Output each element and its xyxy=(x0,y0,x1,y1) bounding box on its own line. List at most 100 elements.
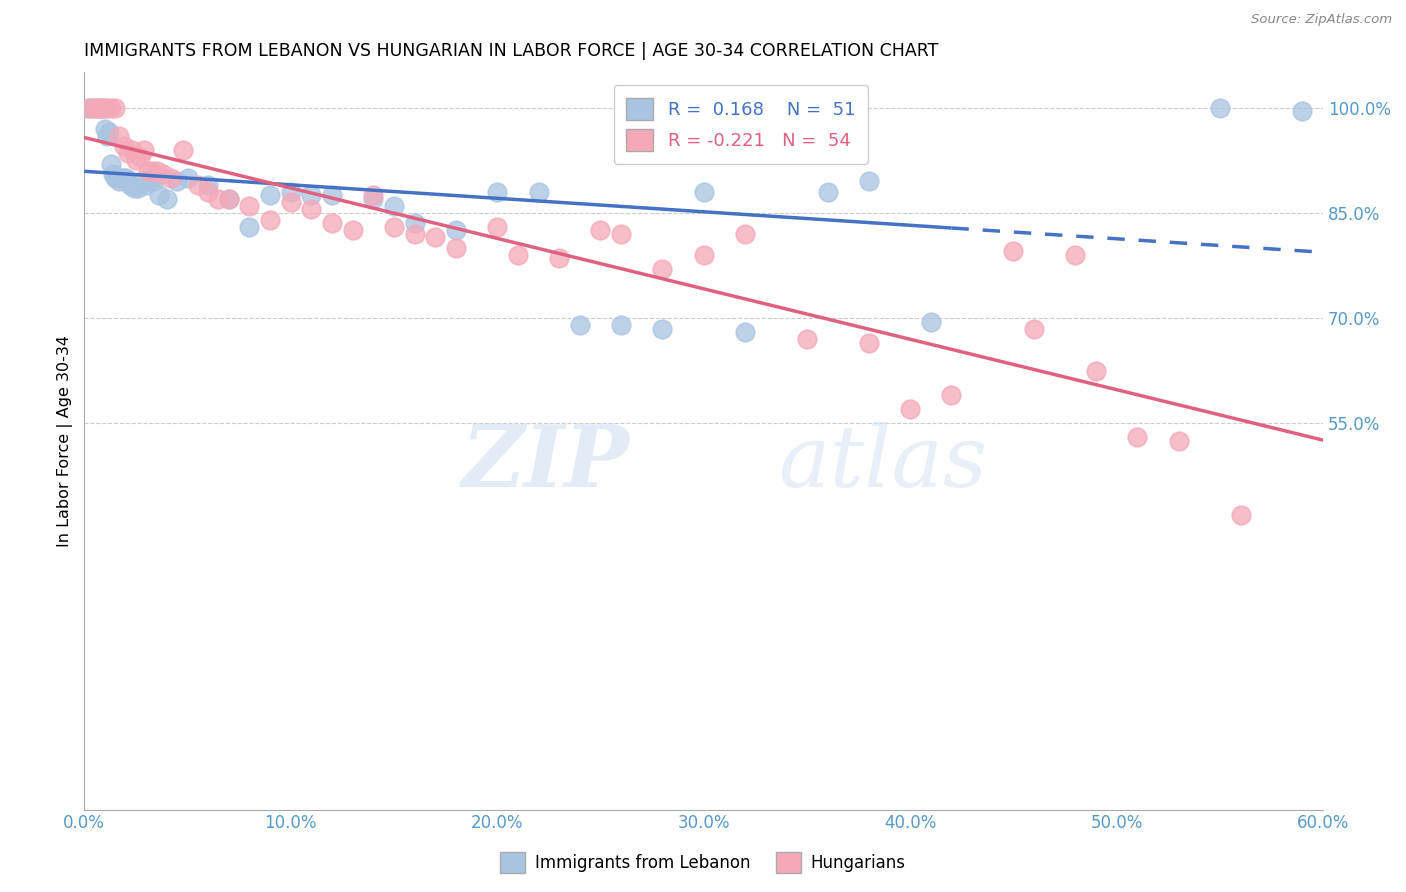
Text: ZIP: ZIP xyxy=(461,421,630,505)
Text: Source: ZipAtlas.com: Source: ZipAtlas.com xyxy=(1251,13,1392,27)
Point xyxy=(404,216,426,230)
Point xyxy=(100,157,122,171)
Point xyxy=(734,227,756,241)
Point xyxy=(1229,508,1251,522)
Point xyxy=(143,174,166,188)
Point xyxy=(506,248,529,262)
Point xyxy=(651,262,673,277)
Point xyxy=(103,167,125,181)
Point xyxy=(444,241,467,255)
Point xyxy=(858,174,880,188)
Text: atlas: atlas xyxy=(778,422,987,505)
Point xyxy=(444,223,467,237)
Point xyxy=(139,174,162,188)
Point xyxy=(486,219,509,234)
Point xyxy=(86,101,108,115)
Point xyxy=(94,121,117,136)
Point xyxy=(145,163,167,178)
Point xyxy=(83,101,105,115)
Legend: R =  0.168    N =  51, R = -0.221   N =  54: R = 0.168 N = 51, R = -0.221 N = 54 xyxy=(613,85,868,163)
Point xyxy=(610,318,633,333)
Point xyxy=(1209,101,1232,115)
Point xyxy=(218,192,240,206)
Point xyxy=(100,101,122,115)
Point xyxy=(131,174,153,188)
Point xyxy=(114,170,136,185)
Point xyxy=(363,188,385,202)
Point xyxy=(118,178,141,192)
Point xyxy=(321,188,343,202)
Point xyxy=(122,181,145,195)
Point xyxy=(1291,103,1313,118)
Point xyxy=(127,181,149,195)
Point xyxy=(238,199,260,213)
Point xyxy=(141,163,163,178)
Point xyxy=(91,101,114,115)
Point xyxy=(218,192,240,206)
Point xyxy=(259,188,281,202)
Point xyxy=(382,199,405,213)
Point xyxy=(941,388,963,402)
Point xyxy=(425,230,447,244)
Point xyxy=(796,332,818,346)
Point xyxy=(1126,430,1149,444)
Point xyxy=(693,185,716,199)
Point xyxy=(121,143,143,157)
Point xyxy=(87,101,110,115)
Legend: Immigrants from Lebanon, Hungarians: Immigrants from Lebanon, Hungarians xyxy=(494,846,912,880)
Point xyxy=(858,335,880,350)
Point xyxy=(172,143,194,157)
Point xyxy=(817,185,839,199)
Point xyxy=(135,178,157,192)
Y-axis label: In Labor Force | Age 30-34: In Labor Force | Age 30-34 xyxy=(58,335,73,547)
Point xyxy=(1167,434,1189,448)
Point xyxy=(568,318,591,333)
Point xyxy=(108,128,131,143)
Point xyxy=(693,248,716,262)
Point xyxy=(105,170,128,185)
Point xyxy=(104,170,127,185)
Point xyxy=(166,174,188,188)
Point xyxy=(920,315,942,329)
Point xyxy=(104,101,127,115)
Point xyxy=(96,128,118,143)
Point xyxy=(108,174,131,188)
Point xyxy=(342,223,364,237)
Point xyxy=(610,227,633,241)
Point xyxy=(148,188,170,202)
Point xyxy=(321,216,343,230)
Point xyxy=(197,185,219,199)
Point xyxy=(187,178,209,192)
Point xyxy=(299,202,322,217)
Point xyxy=(259,212,281,227)
Point xyxy=(404,227,426,241)
Point xyxy=(160,170,183,185)
Point xyxy=(280,185,302,199)
Point xyxy=(87,101,110,115)
Point xyxy=(1002,244,1025,259)
Point xyxy=(1085,364,1108,378)
Point xyxy=(134,143,156,157)
Point xyxy=(382,219,405,234)
Point xyxy=(77,101,100,115)
Text: IMMIGRANTS FROM LEBANON VS HUNGARIAN IN LABOR FORCE | AGE 30-34 CORRELATION CHAR: IMMIGRANTS FROM LEBANON VS HUNGARIAN IN … xyxy=(84,42,939,60)
Point xyxy=(82,101,104,115)
Point xyxy=(280,195,302,210)
Point xyxy=(156,192,179,206)
Point xyxy=(589,223,612,237)
Point xyxy=(548,252,571,266)
Point xyxy=(197,178,219,192)
Point xyxy=(152,167,174,181)
Point xyxy=(527,185,550,199)
Point xyxy=(136,163,159,178)
Point xyxy=(98,125,121,139)
Point xyxy=(207,192,229,206)
Point xyxy=(110,170,132,185)
Point xyxy=(125,153,148,168)
Point xyxy=(176,170,198,185)
Point xyxy=(96,101,118,115)
Point xyxy=(112,170,135,185)
Point xyxy=(117,146,139,161)
Point xyxy=(90,101,112,115)
Point xyxy=(898,402,921,417)
